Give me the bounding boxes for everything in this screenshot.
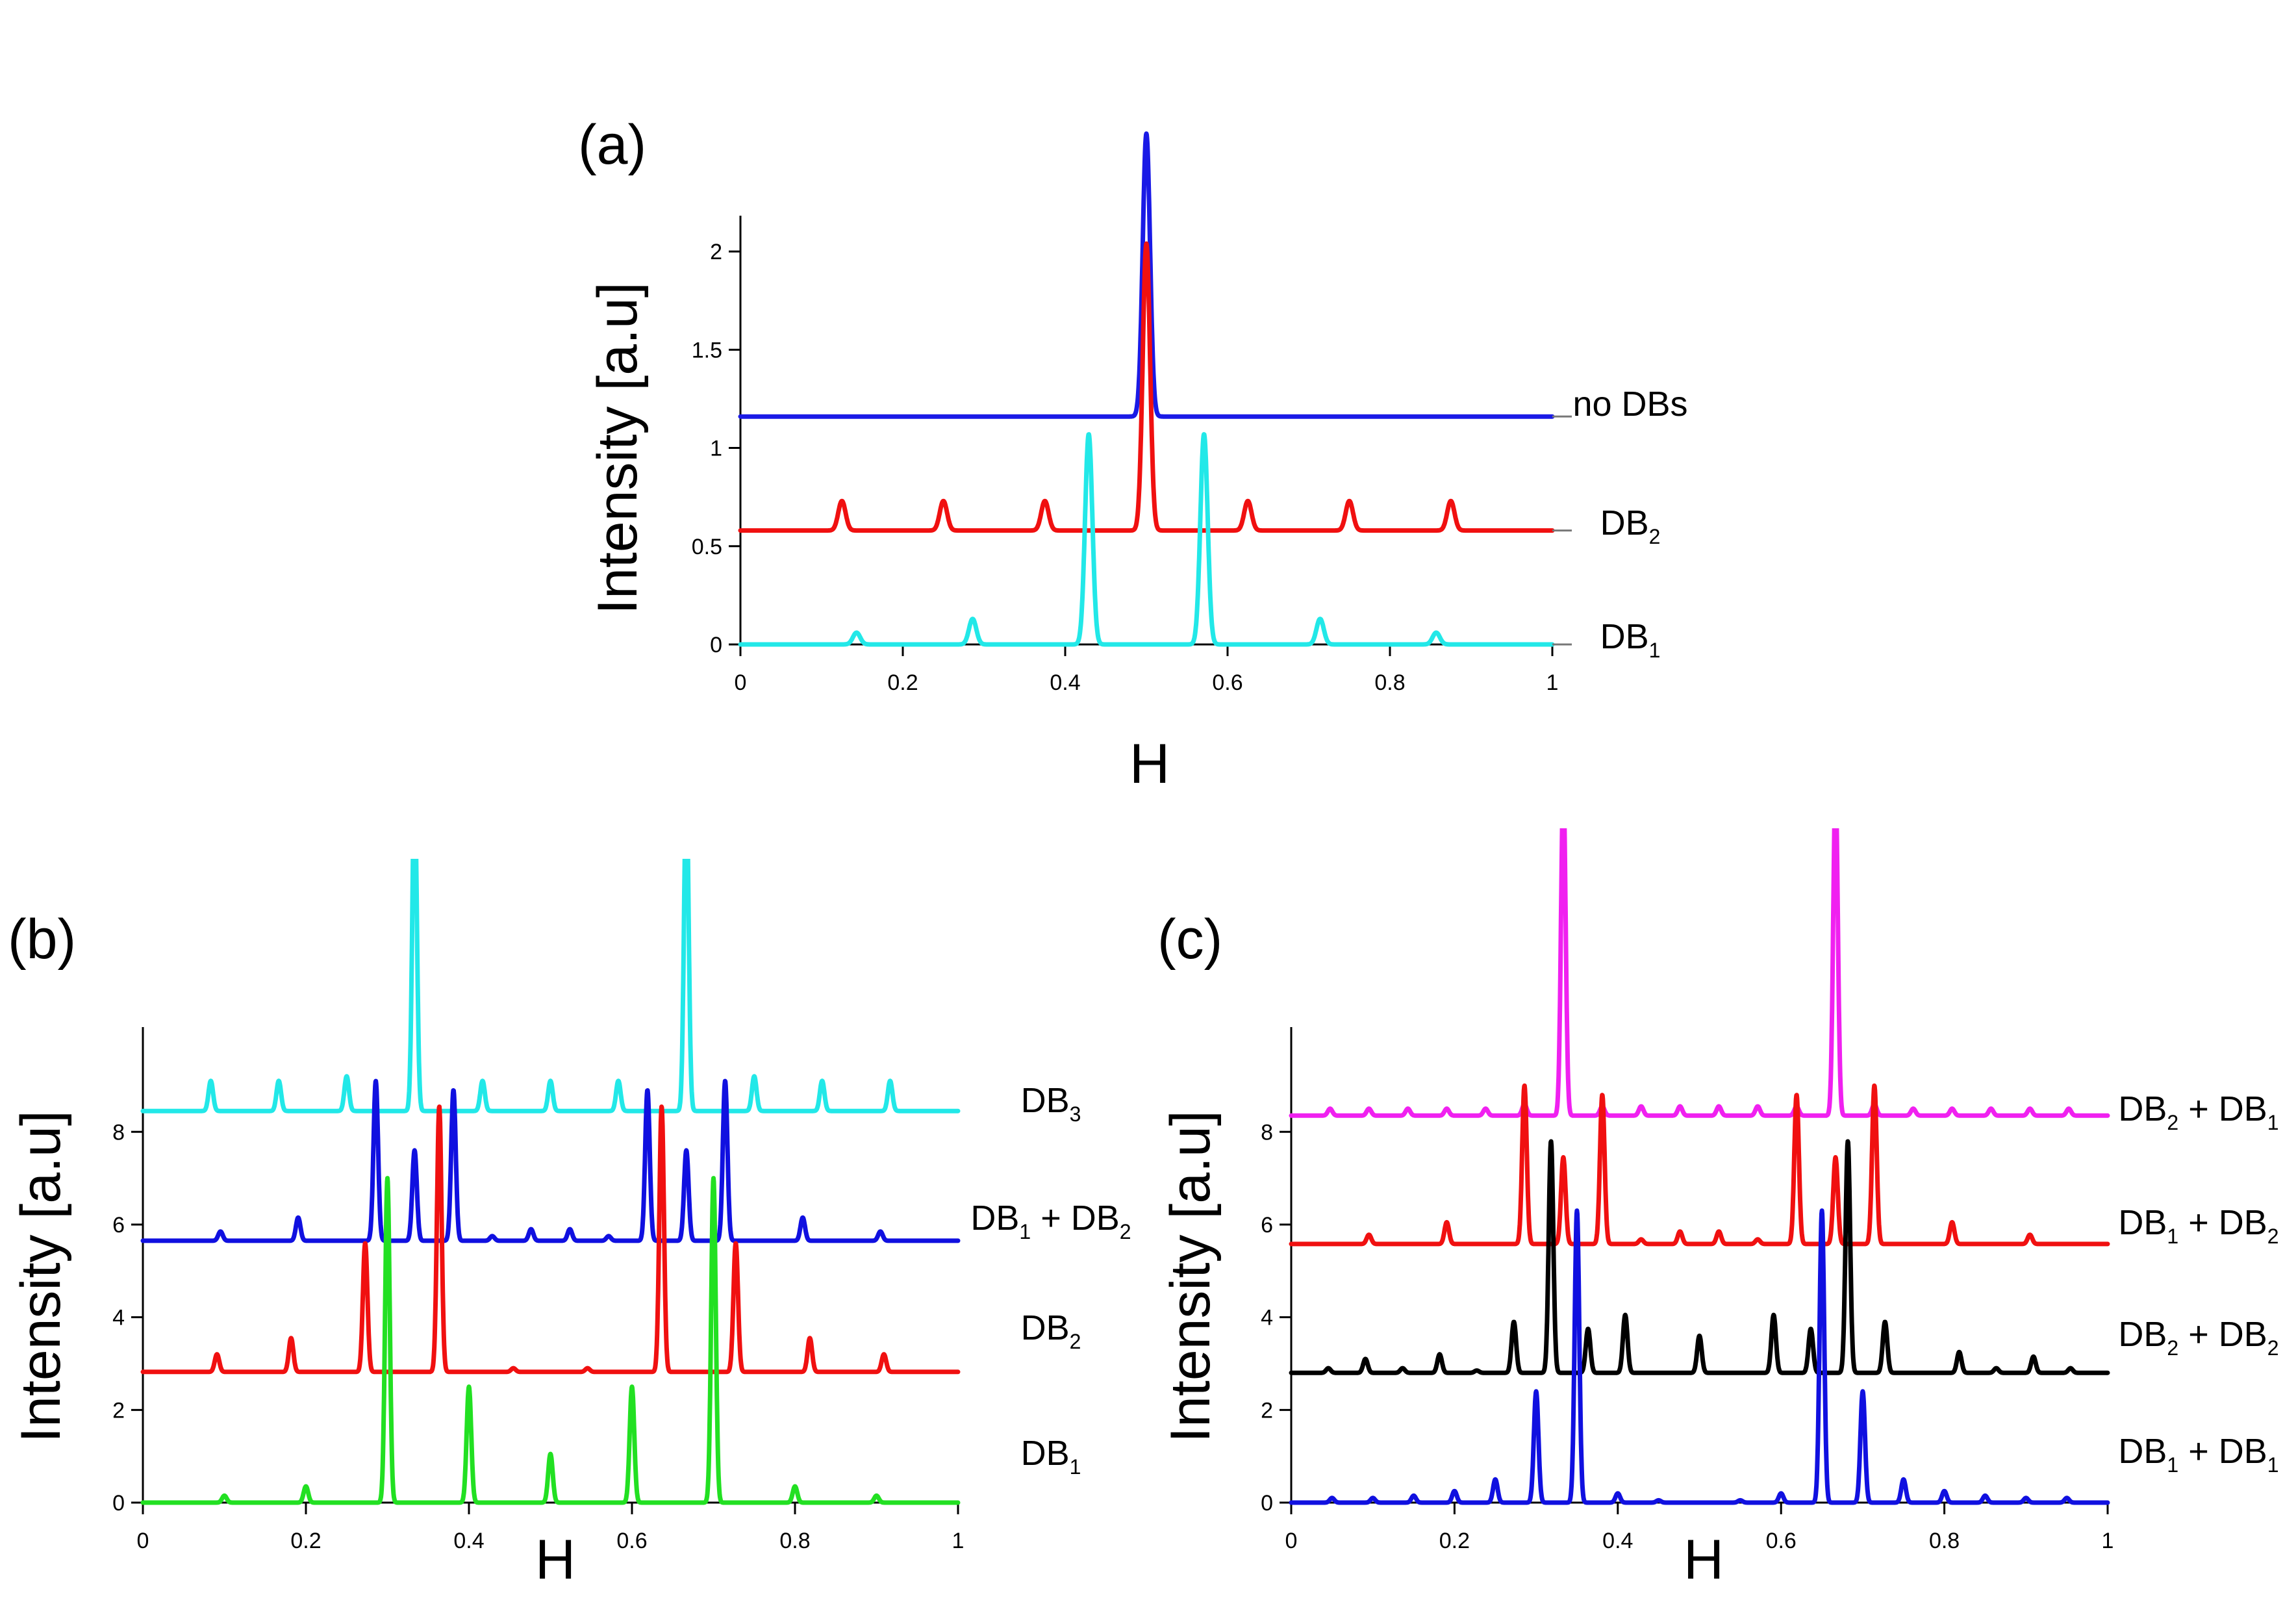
x-axis-label: H xyxy=(535,1529,575,1591)
x-tick-label: 0.2 xyxy=(1439,1529,1470,1553)
panel-label-a: (a) xyxy=(578,114,646,176)
x-tick-label: 0.8 xyxy=(1929,1529,1960,1553)
series-label: no DBs xyxy=(1572,385,1687,424)
series-line-db2 xyxy=(140,1104,961,1375)
series-line-db1+db1 xyxy=(1289,1208,2110,1505)
x-tick-label: 0 xyxy=(137,1529,149,1553)
x-tick-label: 1 xyxy=(2102,1529,2114,1553)
panel-label-c: (c) xyxy=(1157,908,1222,971)
x-tick-label: 1 xyxy=(1546,670,1559,695)
series-line-db3 xyxy=(140,859,961,1113)
x-tick-label: 0.4 xyxy=(453,1529,484,1553)
y-tick-label: 1 xyxy=(710,437,722,461)
y-tick-label: 0 xyxy=(112,1491,125,1516)
series-line-db2+db1 xyxy=(1289,828,2110,1118)
x-axis-label: H xyxy=(1129,733,1170,795)
series-line-db2 xyxy=(738,241,1555,533)
series-line-db1 xyxy=(140,1176,961,1505)
y-tick-label: 4 xyxy=(1261,1306,1273,1330)
series-label: DB2 xyxy=(1600,503,1661,548)
y-tick-label: 2 xyxy=(112,1398,125,1423)
y-tick-label: 1.5 xyxy=(692,338,722,362)
series-line-db1 xyxy=(738,432,1555,647)
y-axis-label: Intensity [a.u] xyxy=(10,1110,72,1443)
panel-c: (c) 0 0.2 0.4 0.6 0.8 1 0 2 4 6 8 Intensity [a.u] H DB… xyxy=(1157,828,2279,1591)
y-axis-label: Intensity [a.u] xyxy=(587,282,649,615)
series-label: DB1 + DB2 xyxy=(2118,1203,2278,1248)
y-tick-label: 0 xyxy=(710,633,722,657)
y-tick-label: 0 xyxy=(1261,1491,1273,1516)
x-tick-label: 0 xyxy=(1285,1529,1298,1553)
series-label: DB1 xyxy=(1600,617,1661,662)
x-axis-label: H xyxy=(1684,1529,1724,1591)
x-tick-label: 0.8 xyxy=(779,1529,810,1553)
series-line-db2+db2 xyxy=(1289,1139,2110,1375)
series-line-db1+db2 xyxy=(140,1078,961,1243)
x-tick-label: 0 xyxy=(735,670,747,695)
y-tick-label: 8 xyxy=(1261,1120,1273,1145)
series-label: DB2 + DB1 xyxy=(2118,1089,2278,1134)
x-tick-label: 0.6 xyxy=(616,1529,647,1553)
y-tick-label: 2 xyxy=(1261,1398,1273,1423)
x-tick-label: 0.8 xyxy=(1374,670,1405,695)
x-tick-label: 0.2 xyxy=(290,1529,321,1553)
y-tick-label: 6 xyxy=(1261,1213,1273,1238)
y-axis-label: Intensity [a.u] xyxy=(1159,1110,1222,1443)
x-tick-label: 0.4 xyxy=(1050,670,1080,695)
panel-a: (a) 0 0.2 0.4 0.6 0.8 1 0 0.5 1 1.5 2 Intensity [a.u… xyxy=(578,114,1688,795)
series-label: DB1 xyxy=(1021,1434,1081,1479)
series-label: DB1 + DB2 xyxy=(970,1199,1131,1243)
x-tick-label: 0.6 xyxy=(1766,1529,1797,1553)
series-label: DB2 + DB2 xyxy=(2118,1315,2278,1360)
panel-label-b: (b) xyxy=(8,908,76,971)
panel-b: (b) 0 0.2 0.4 0.6 0.8 1 0 2 4 6 8 Intensity [a.u] H DB… xyxy=(8,859,1131,1591)
x-tick-label: 0.6 xyxy=(1212,670,1243,695)
x-tick-label: 1 xyxy=(952,1529,965,1553)
series-label: DB3 xyxy=(1021,1081,1081,1126)
y-tick-label: 8 xyxy=(112,1120,125,1145)
y-tick-label: 6 xyxy=(112,1213,125,1238)
series-label: DB2 xyxy=(1021,1308,1081,1353)
series-line-nodbs xyxy=(738,131,1555,419)
x-tick-label: 0.2 xyxy=(887,670,918,695)
series-line-db1+db2 xyxy=(1289,1083,2110,1247)
y-tick-label: 4 xyxy=(112,1306,125,1330)
series-label: DB1 + DB1 xyxy=(2118,1432,2278,1477)
y-tick-label: 2 xyxy=(710,240,722,264)
x-tick-label: 0.4 xyxy=(1602,1529,1633,1553)
y-tick-label: 0.5 xyxy=(692,535,722,559)
